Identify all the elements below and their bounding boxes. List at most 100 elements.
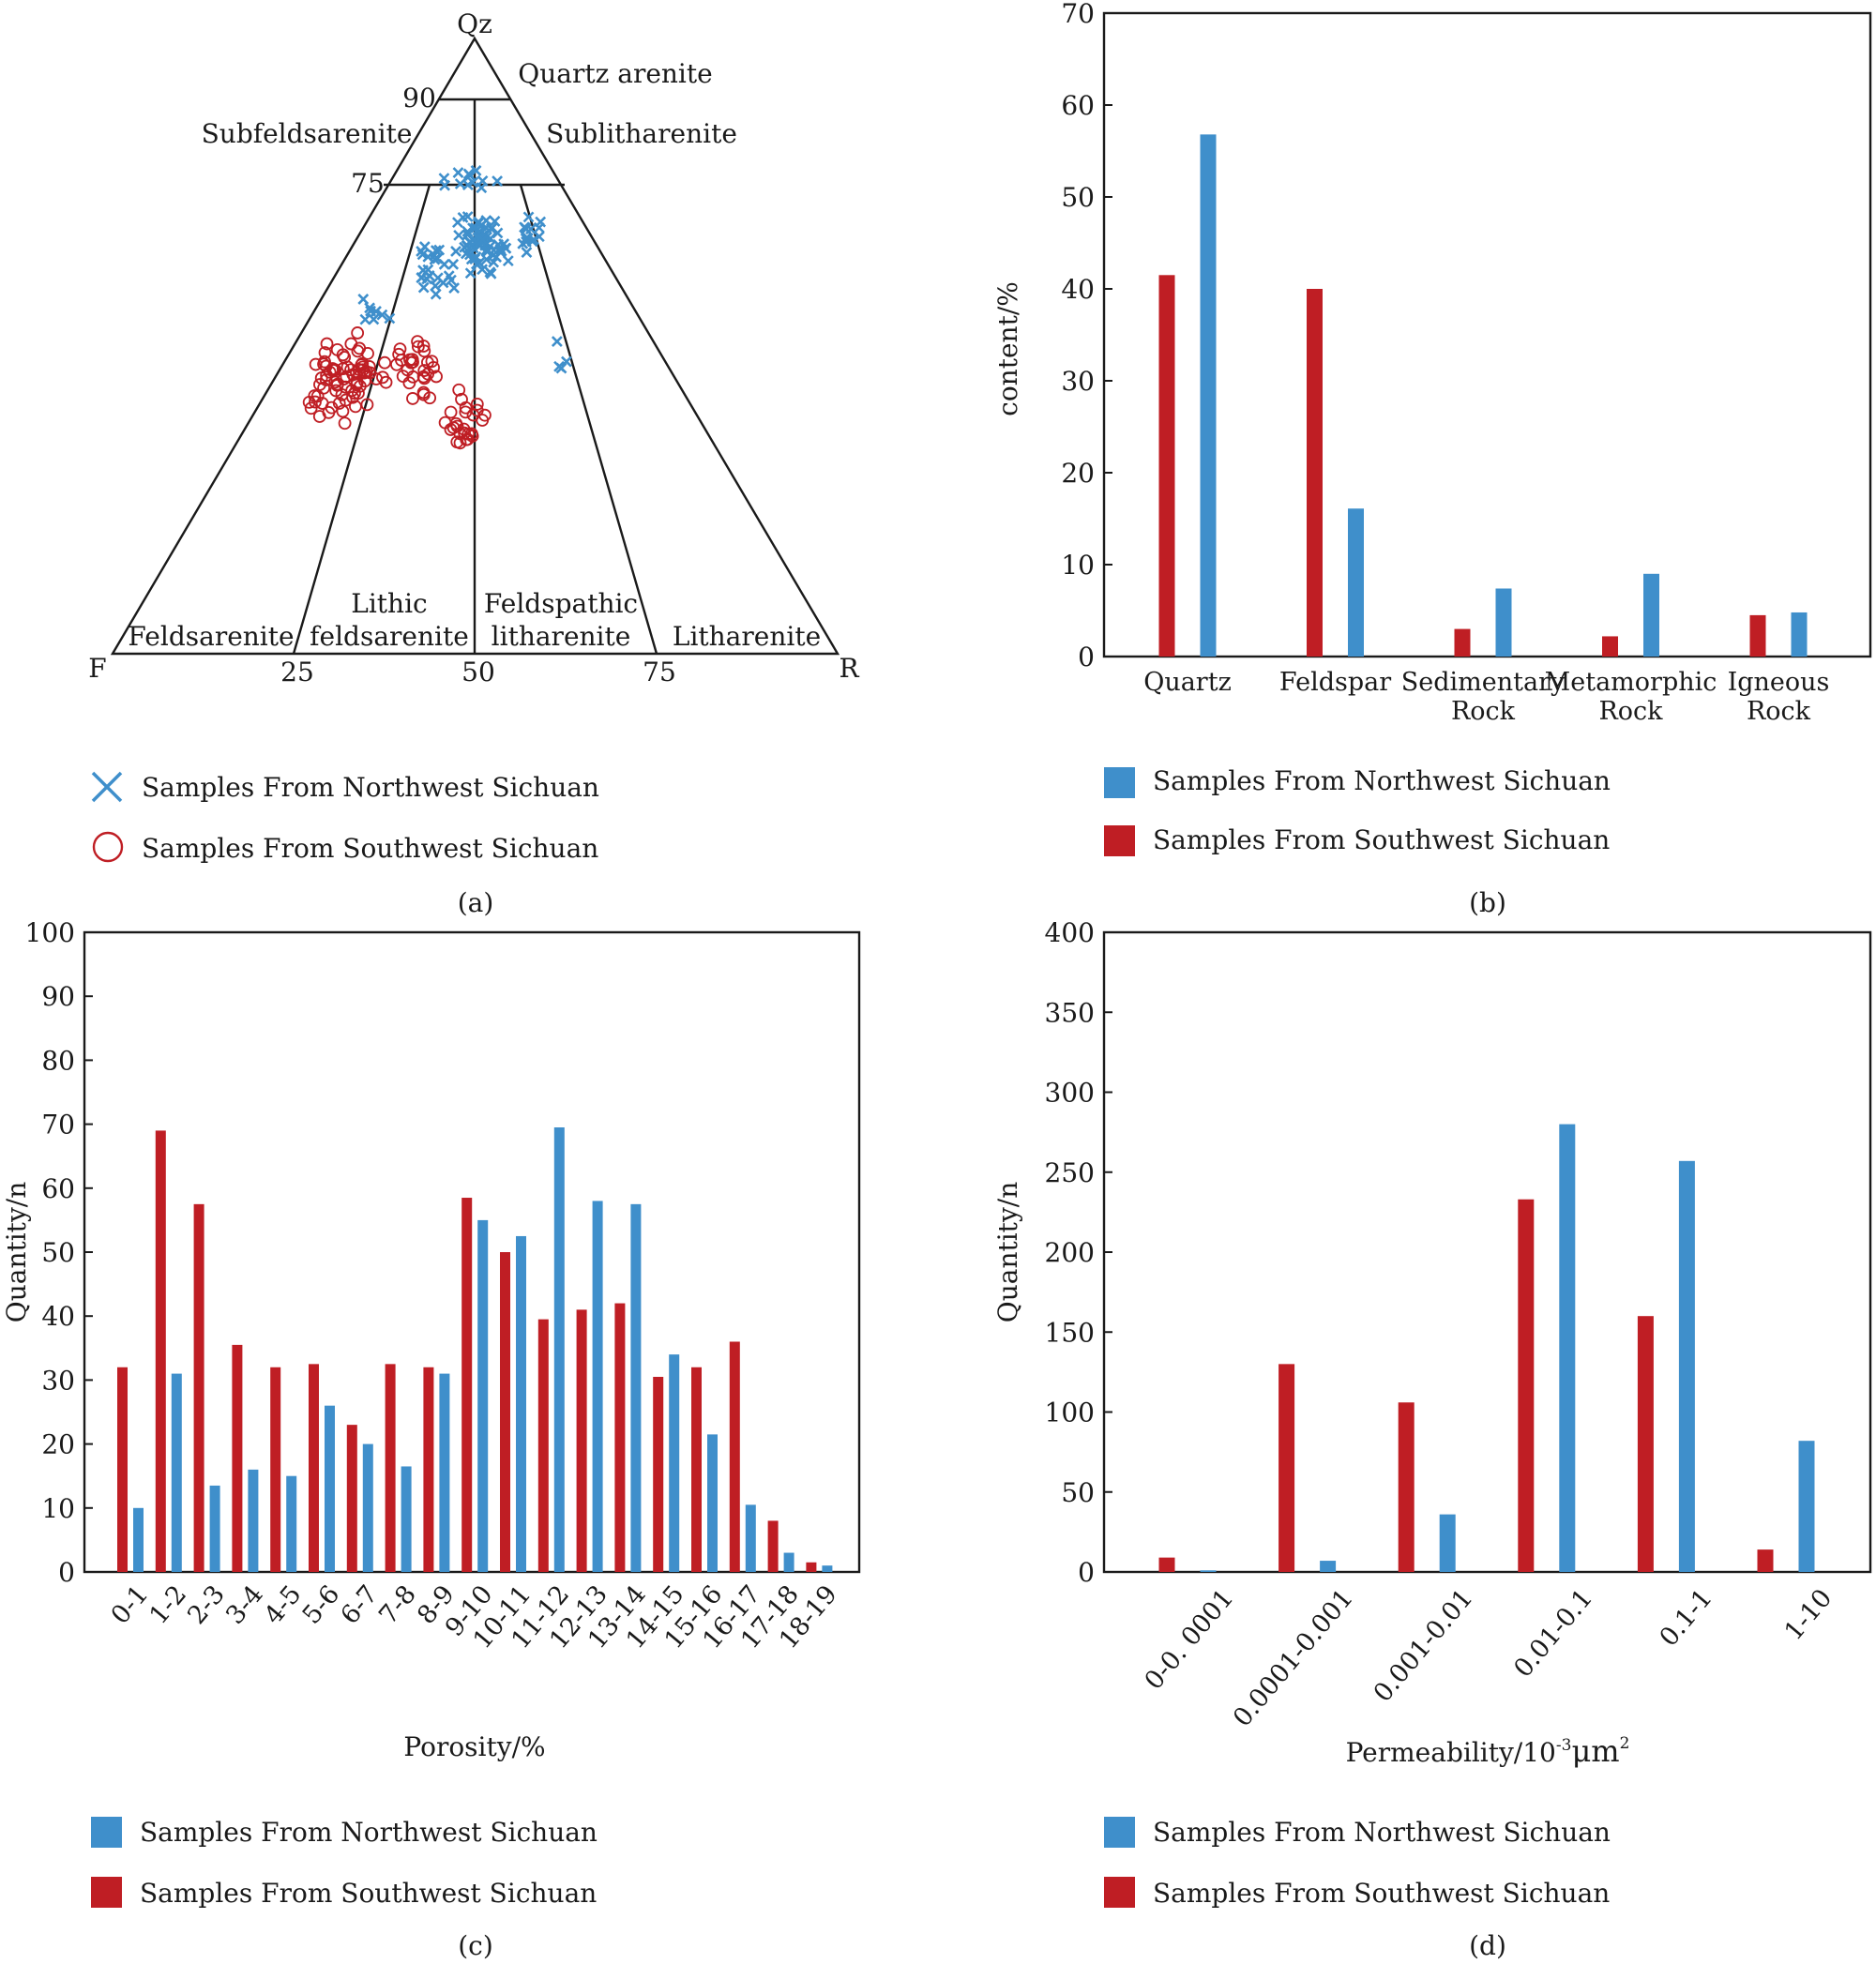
x-tick-label: Rock bbox=[1598, 697, 1663, 726]
legend-c-southwest: Samples From Southwest Sichuan bbox=[140, 1878, 597, 1909]
marker-southwest bbox=[340, 370, 354, 384]
legend-d-northwest: Samples From Northwest Sichuan bbox=[1153, 1817, 1611, 1848]
marker-northwest bbox=[492, 227, 504, 239]
caption-b: (b) bbox=[1469, 887, 1506, 918]
legend-c-northwest: Samples From Northwest Sichuan bbox=[140, 1817, 598, 1848]
panel-c-chart: 0 10 20 30 40 50 60 70 80 90 100 0-11-22-33-44-55-… bbox=[1, 917, 861, 1961]
y-tick-label: 0 bbox=[58, 1557, 75, 1588]
x-tick-label: 6-7 bbox=[335, 1580, 384, 1630]
tick-75-bottom: 75 bbox=[643, 657, 676, 687]
marker-southwest bbox=[349, 400, 362, 414]
tick-25: 25 bbox=[280, 657, 314, 687]
marker-northwest bbox=[480, 253, 492, 265]
marker-southwest bbox=[332, 397, 346, 410]
bar-northwest bbox=[592, 1201, 603, 1572]
marker-southwest bbox=[459, 405, 473, 419]
y-tick-label: 50 bbox=[1061, 1477, 1095, 1508]
bar-southwest bbox=[1749, 614, 1766, 657]
marker-northwest bbox=[526, 235, 538, 248]
marker-southwest bbox=[470, 398, 484, 411]
field-feldspathic-line1: Feldspathic bbox=[484, 588, 638, 619]
marker-northwest bbox=[447, 258, 460, 270]
x-tick-label: 1-2 bbox=[144, 1580, 192, 1630]
bar-northwest bbox=[1559, 1124, 1576, 1572]
bar-northwest bbox=[325, 1405, 335, 1572]
marker-southwest bbox=[315, 397, 329, 410]
marker-southwest bbox=[309, 395, 322, 409]
bar-southwest bbox=[1278, 1364, 1295, 1572]
marker-northwest bbox=[359, 313, 371, 325]
marker-northwest bbox=[551, 336, 563, 347]
panel-a-ternary: Qz F R 90 75 25 50 75 Quartz arenite Sub… bbox=[88, 8, 859, 918]
plot-frame-d bbox=[1102, 930, 1872, 1574]
marker-northwest bbox=[462, 168, 475, 180]
marker-northwest bbox=[484, 266, 496, 279]
marker-southwest bbox=[317, 381, 330, 395]
bar-northwest bbox=[783, 1552, 794, 1572]
bar-northwest bbox=[439, 1373, 450, 1572]
marker-northwest bbox=[431, 252, 444, 264]
marker-southwest bbox=[444, 405, 458, 419]
x-tick-label: Igneous bbox=[1728, 668, 1830, 697]
legend-a: Samples From Northwest Sichuan Samples F… bbox=[91, 771, 599, 864]
vertex-r: R bbox=[839, 653, 859, 684]
legend-b-nw-swatch bbox=[1104, 767, 1135, 798]
split-25 bbox=[292, 184, 431, 655]
marker-northwest bbox=[417, 281, 430, 294]
y-tick-label: 150 bbox=[1045, 1317, 1095, 1348]
marker-northwest bbox=[457, 211, 469, 223]
x-tick-label: 4-5 bbox=[259, 1580, 308, 1630]
legend-c-nw-swatch bbox=[91, 1817, 122, 1848]
bar-northwest bbox=[1643, 573, 1659, 657]
legend-b-sw-swatch bbox=[1104, 825, 1135, 856]
marker-northwest bbox=[502, 255, 514, 267]
marker-southwest bbox=[461, 427, 476, 441]
x-label-d-exp2: 2 bbox=[1620, 1734, 1630, 1753]
bar-southwest bbox=[117, 1367, 128, 1572]
marker-southwest bbox=[308, 389, 322, 402]
bar-southwest bbox=[691, 1367, 702, 1572]
field-lithic-line2: feldsarenite bbox=[310, 621, 469, 652]
marker-southwest bbox=[417, 364, 431, 377]
marker-northwest bbox=[477, 174, 489, 187]
y-tick-label: 20 bbox=[41, 1429, 75, 1460]
marker-southwest bbox=[320, 337, 334, 351]
marker-northwest bbox=[430, 279, 442, 292]
x-tick-label: Sedimentary bbox=[1401, 668, 1566, 697]
bar-southwest bbox=[193, 1203, 204, 1572]
y-tick-label: 0 bbox=[1078, 642, 1095, 672]
bar-southwest bbox=[653, 1376, 664, 1572]
marker-southwest bbox=[353, 367, 366, 381]
y-tick-label: 350 bbox=[1045, 997, 1095, 1028]
x-tick-label: Quartz bbox=[1143, 668, 1232, 697]
x-tick-label: 0.001-0.01 bbox=[1369, 1584, 1479, 1708]
marker-southwest bbox=[406, 392, 419, 405]
tick-50: 50 bbox=[461, 657, 495, 687]
bar-southwest bbox=[500, 1252, 510, 1572]
marker-southwest bbox=[379, 375, 393, 389]
field-feldspathic-line2: litharenite bbox=[492, 621, 631, 652]
bar-northwest bbox=[1791, 612, 1808, 657]
y-tick-label: 20 bbox=[1061, 458, 1095, 489]
bar-southwest bbox=[1158, 1557, 1175, 1572]
marker-northwest bbox=[489, 216, 501, 227]
bar-northwest bbox=[630, 1203, 642, 1572]
bar-northwest bbox=[1200, 134, 1217, 657]
x-tick-label: 3-4 bbox=[220, 1580, 269, 1630]
bar-northwest bbox=[133, 1507, 144, 1572]
x-label-d-unit: μm bbox=[1571, 1733, 1619, 1769]
field-sublitharenite: Sublitharenite bbox=[546, 118, 737, 149]
marker-southwest bbox=[406, 355, 419, 369]
x-tick-label: 5-6 bbox=[297, 1580, 346, 1630]
marker-southwest bbox=[452, 383, 466, 397]
bar-southwest bbox=[1158, 275, 1175, 657]
y-tick-label: 250 bbox=[1045, 1157, 1095, 1188]
marker-northwest bbox=[517, 237, 529, 249]
bar-southwest bbox=[806, 1562, 817, 1572]
marker-southwest bbox=[425, 355, 439, 369]
bar-northwest bbox=[1348, 508, 1364, 657]
marker-northwest bbox=[461, 225, 474, 237]
marker-northwest bbox=[446, 274, 457, 286]
y-tick-label: 100 bbox=[1045, 1397, 1095, 1428]
